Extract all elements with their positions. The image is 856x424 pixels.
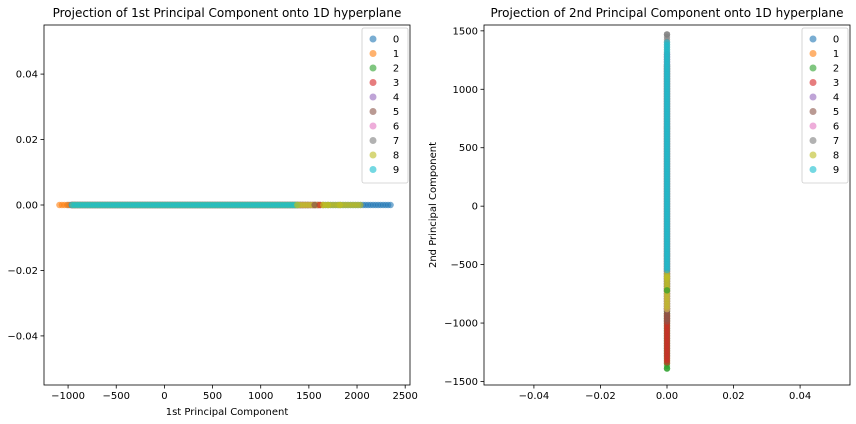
xtick-label: 2000 <box>344 391 369 402</box>
xtick-label: −1000 <box>51 391 85 402</box>
ytick-label: −0.04 <box>7 331 38 342</box>
chart-right-title: Projection of 2nd Principal Component on… <box>490 6 843 20</box>
legend-box <box>361 27 409 184</box>
chart-left-title: Projection of 1st Principal Component on… <box>53 6 402 20</box>
point-series-5 <box>311 201 318 209</box>
legend-label-6: 6 <box>393 122 399 133</box>
xtick-label: −500 <box>103 391 130 402</box>
ytick-label: 1500 <box>453 26 478 37</box>
legend-label-3: 3 <box>833 78 839 89</box>
point-series-8 <box>357 201 364 209</box>
legend-marker-3 <box>809 79 817 86</box>
ytick-label: −500 <box>451 260 478 271</box>
ytick-label: 1000 <box>453 85 478 96</box>
legend-marker-1 <box>809 50 817 57</box>
legend-marker-0 <box>809 35 817 43</box>
xtick-label: 0.00 <box>656 391 678 402</box>
legend-label-8: 8 <box>393 151 399 162</box>
ytick-label: −0.02 <box>7 266 38 277</box>
xtick-label: 500 <box>203 391 222 402</box>
xtick-label: 1000 <box>248 391 273 402</box>
chart-right-points <box>663 31 671 372</box>
xtick-label: −0.04 <box>519 391 550 402</box>
chart-right-legend: 0 1 2 3 4 5 6 7 8 9 <box>801 27 849 184</box>
legend-marker-5 <box>809 108 817 115</box>
legend-marker-8 <box>369 151 377 159</box>
ytick-label: −1500 <box>444 377 478 388</box>
legend-marker-7 <box>369 137 377 144</box>
point-series-9 <box>663 266 671 274</box>
legend-marker-0 <box>369 35 377 43</box>
chart-right-ylabel: 2nd Principal Component <box>428 142 439 268</box>
legend-marker-7 <box>809 137 817 144</box>
legend-label-2: 2 <box>833 64 839 75</box>
point-series-0 <box>387 201 394 209</box>
legend-label-1: 1 <box>393 49 399 60</box>
chart-left-yticks: 0.04 0.02 0.00 −0.02 −0.04 <box>7 70 44 342</box>
legend-label-0: 0 <box>393 35 399 46</box>
legend-label-8: 8 <box>833 151 839 162</box>
point-series-8 <box>663 274 671 281</box>
chart-left: Projection of 1st Principal Component on… <box>7 6 418 418</box>
chart-left-legend: 0 1 2 3 4 5 6 7 8 9 <box>361 27 409 184</box>
xtick-label: 0.04 <box>789 391 811 402</box>
point-series-8 <box>320 201 327 209</box>
legend-marker-5 <box>369 108 377 115</box>
legend-label-9: 9 <box>833 165 839 176</box>
ytick-label: −1000 <box>444 319 478 330</box>
legend-label-5: 5 <box>393 107 399 118</box>
point-series-5 <box>663 318 671 325</box>
chart-right: Projection of 2nd Principal Component on… <box>428 6 851 402</box>
chart-left-xlabel: 1st Principal Component <box>166 407 289 418</box>
point-series-7 <box>663 31 671 38</box>
legend-marker-6 <box>809 122 817 130</box>
ytick-label: 0.04 <box>16 70 38 81</box>
chart-right-xticks: −0.04 −0.02 0.00 0.02 0.04 <box>519 385 811 402</box>
legend-marker-6 <box>369 122 377 130</box>
ytick-label: 0.00 <box>16 201 38 212</box>
chart-left-points <box>56 201 394 209</box>
legend-label-4: 4 <box>393 93 399 104</box>
legend-label-0: 0 <box>833 35 839 46</box>
legend-marker-2 <box>809 64 817 72</box>
point-series-3 <box>663 359 671 366</box>
ytick-label: 0.02 <box>16 135 38 146</box>
legend-marker-3 <box>369 79 377 86</box>
point-series-8 <box>294 201 301 209</box>
legend-box <box>801 27 849 184</box>
point-series-8 <box>324 201 332 209</box>
point-series-8 <box>663 305 671 313</box>
legend-marker-2 <box>369 64 377 72</box>
legend-marker-9 <box>809 166 817 173</box>
xtick-label: −0.02 <box>585 391 616 402</box>
legend-label-9: 9 <box>393 165 399 176</box>
point-series-8 <box>336 201 343 209</box>
ytick-label: 0 <box>472 202 478 213</box>
legend-label-7: 7 <box>833 136 839 147</box>
legend-label-6: 6 <box>833 122 839 133</box>
chart-left-xticks: −1000 −500 0 500 1000 1500 2000 2500 <box>51 385 418 402</box>
legend-label-7: 7 <box>393 136 399 147</box>
chart-right-yticks: 1500 1000 500 0 −500 −1000 −1500 <box>444 26 484 388</box>
legend-marker-4 <box>809 93 817 101</box>
legend-marker-8 <box>809 151 817 159</box>
point-series-2 <box>663 365 671 372</box>
xtick-label: 0 <box>161 391 167 402</box>
xtick-label: 1500 <box>296 391 321 402</box>
point-series-2 <box>663 287 671 294</box>
legend-marker-9 <box>369 166 377 173</box>
legend-label-2: 2 <box>393 64 399 75</box>
legend-marker-4 <box>369 93 377 101</box>
legend-marker-1 <box>369 50 377 57</box>
ytick-label: 500 <box>459 143 478 154</box>
legend-label-5: 5 <box>833 107 839 118</box>
legend-label-4: 4 <box>833 93 839 104</box>
xtick-label: 2500 <box>392 391 417 402</box>
legend-label-3: 3 <box>393 78 399 89</box>
xtick-label: 0.02 <box>722 391 744 402</box>
legend-label-1: 1 <box>833 49 839 60</box>
